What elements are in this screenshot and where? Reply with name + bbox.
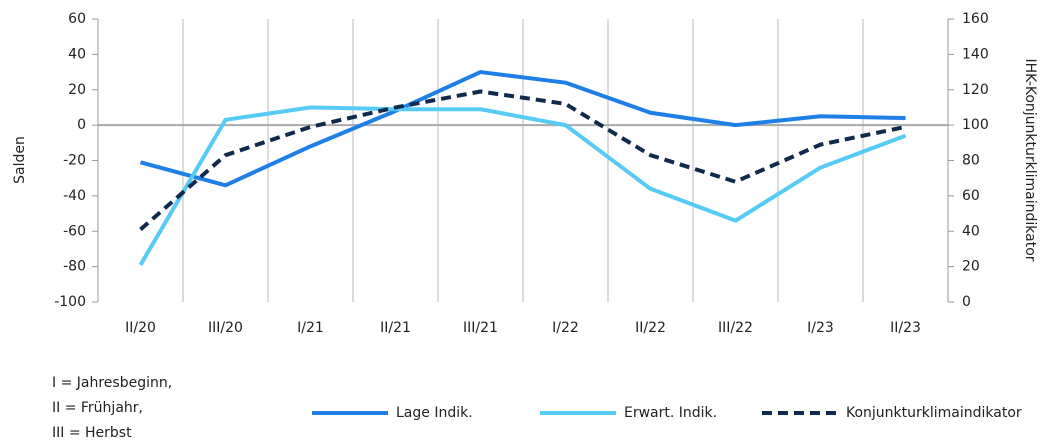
footnote: III = Herbst	[52, 425, 132, 440]
y2-axis-label: IHK-Konjunkturklimaindikator	[1022, 58, 1038, 261]
footnote: I = Jahresbeginn,	[52, 375, 172, 391]
x-tick-label: I/21	[297, 320, 324, 336]
y2-tick-label: 140	[962, 46, 989, 62]
series-line	[139, 89, 906, 231]
y2-tick-label: 80	[962, 153, 980, 169]
x-tick-label: II/23	[890, 320, 921, 336]
y-tick-label: 0	[77, 117, 86, 133]
legend-label: Erwart. Indik.	[624, 405, 717, 421]
footnote: II = Frühjahr,	[52, 400, 143, 416]
series-line	[138, 105, 907, 266]
x-tick-label: II/21	[380, 320, 411, 336]
y-tick-label: -60	[63, 223, 86, 239]
y2-tick-label: 160	[962, 11, 989, 27]
x-tick-label: III/22	[718, 320, 753, 336]
y2-tick-label: 0	[962, 294, 971, 310]
y-tick-label: -40	[63, 188, 86, 204]
y2-tick-label: 20	[962, 259, 980, 275]
y2-tick-label: 40	[962, 223, 980, 239]
legend-label: Konjunkturklimaindikator	[846, 405, 1022, 421]
legend-label: Lage Indik.	[396, 405, 473, 421]
y2-tick-label: 120	[962, 82, 989, 98]
x-tick-label: II/22	[635, 320, 666, 336]
y-tick-label: 40	[68, 46, 86, 62]
y-tick-label: -20	[63, 153, 86, 169]
y-tick-label: -80	[63, 259, 86, 275]
series-line	[139, 70, 906, 188]
y2-tick-label: 100	[962, 117, 989, 133]
x-tick-label: III/20	[208, 320, 243, 336]
y2-tick-label: 60	[962, 188, 980, 204]
x-tick-label: II/20	[125, 320, 156, 336]
y-axis-label: Salden	[12, 136, 28, 184]
x-tick-label: I/23	[807, 320, 834, 336]
y-tick-label: 20	[68, 82, 86, 98]
x-tick-label: III/21	[463, 320, 498, 336]
y-tick-label: 60	[68, 11, 86, 27]
x-tick-label: I/22	[552, 320, 579, 336]
y-tick-label: -100	[54, 294, 86, 310]
